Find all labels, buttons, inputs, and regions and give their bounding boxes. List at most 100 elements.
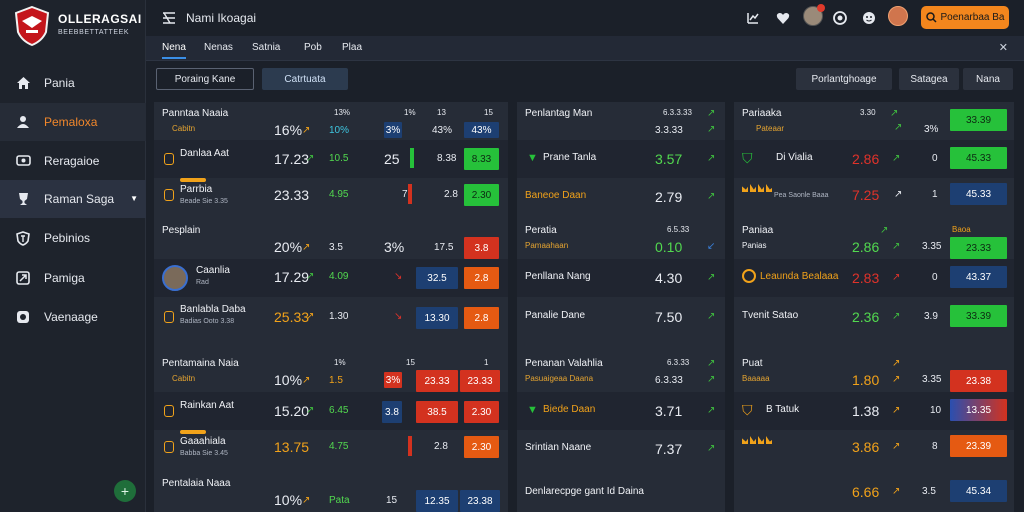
- table-row[interactable]: Parrbia Beade Sie 3.35 23.33 4.95 7 2.8 …: [154, 178, 508, 216]
- table-row[interactable]: ▼ Prane Tanla 3.57 ↗: [517, 140, 725, 178]
- odd-chip[interactable]: 23.33: [950, 237, 1007, 259]
- odd-value[interactable]: 13.75: [274, 439, 310, 455]
- odd-chip[interactable]: 33.39: [950, 305, 1007, 327]
- odd-chip[interactable]: 2.8: [464, 307, 499, 329]
- odd-chip[interactable]: 8.33: [464, 148, 499, 170]
- table-row[interactable]: ▼ Biede Daan 3.71 ↗: [517, 392, 725, 430]
- tab-0[interactable]: Nena: [162, 42, 186, 59]
- odd-value[interactable]: 3.71: [655, 403, 683, 419]
- sort-button[interactable]: Porlantghoage: [796, 68, 892, 90]
- tab-1[interactable]: Nenas: [204, 42, 233, 53]
- table-row[interactable]: Pea Saonle Baaa 7.25 ↗ 1 45.33: [734, 178, 1014, 216]
- odd-chip[interactable]: 2.30: [464, 184, 499, 206]
- table-row-header[interactable]: Pesplain 20% ↗ 3.5 3% 17.5 3.8: [154, 219, 508, 259]
- user-avatar[interactable]: [888, 6, 908, 26]
- odd-value[interactable]: 20%: [274, 239, 303, 255]
- value-chip[interactable]: 32.5: [416, 267, 458, 289]
- table-row[interactable]: Panalie Dane 7.50 ↗: [517, 298, 725, 336]
- sidebar-item-trophy[interactable]: Raman Saga ▼: [0, 180, 146, 218]
- heart-icon[interactable]: [773, 8, 793, 28]
- edit-icon[interactable]: [162, 12, 176, 24]
- sidebar-item-monitor[interactable]: Reragaioe: [0, 142, 146, 180]
- cta-button[interactable]: Poenarbaa Ba: [921, 6, 1009, 29]
- table-row-header[interactable]: Pentamaina Naia Cabitn 1% 15 1 10% ↗ 1.5…: [154, 352, 508, 392]
- table-row-header[interactable]: Pariaaka Pateaar 3.30 ↗ ↗ 3% 33.39: [734, 102, 1014, 140]
- odd-value[interactable]: 2.79: [655, 189, 683, 205]
- odd-value[interactable]: 7.50: [655, 309, 683, 325]
- table-row[interactable]: Banlabla Daba Badias Ooto 3.38 25.33 ↗ 1…: [154, 298, 508, 336]
- table-row[interactable]: Leaunda Bealaaa 2.83 ↗ 0 43.37: [734, 259, 1014, 297]
- value-chip[interactable]: 3%: [384, 122, 402, 138]
- tab-4[interactable]: Plaa: [342, 42, 363, 53]
- avatar[interactable]: [803, 4, 825, 26]
- odd-chip[interactable]: 43%: [464, 122, 499, 138]
- odd-chip[interactable]: 23.38: [460, 490, 500, 512]
- table-row[interactable]: Baneoe Daan 2.79 ↗: [517, 178, 725, 216]
- table-row[interactable]: ⛉ B Tatuk 1.38 ↗ 10 13.35: [734, 392, 1014, 430]
- sidebar-item-shield[interactable]: Pebinios: [0, 219, 146, 257]
- odd-value[interactable]: 4.30: [655, 270, 683, 286]
- odd-value[interactable]: 25.33: [274, 309, 310, 325]
- odd-value[interactable]: 3.57: [655, 151, 683, 167]
- odd-value[interactable]: 2.86: [852, 239, 880, 255]
- sidebar-item-badge[interactable]: Vaenaage: [0, 298, 146, 336]
- sidebar-item-export[interactable]: Pamiga: [0, 259, 146, 297]
- table-row[interactable]: Danlaa Aat 17.23 ↗ 10.5 25 8.38 8.33: [154, 140, 508, 178]
- odd-chip[interactable]: 45.33: [950, 147, 1007, 169]
- filter-button-active[interactable]: Catrtuata: [262, 68, 348, 90]
- table-row-header[interactable]: Denlarecpge gant Id Daina: [517, 472, 725, 510]
- table-row-header[interactable]: Paniaa Panias ↗ 2.86 ↗ 3.35 Baoa 23.33: [734, 219, 1014, 259]
- chart-icon[interactable]: [743, 8, 763, 28]
- table-row[interactable]: 3.86 ↗ 8 23.39: [734, 430, 1014, 468]
- odd-value[interactable]: 2.83: [852, 270, 880, 286]
- tab-3[interactable]: Pob: [304, 42, 322, 53]
- table-row[interactable]: Penllana Nang 4.30 ↗: [517, 259, 725, 297]
- odd-chip[interactable]: 2.30: [464, 401, 499, 423]
- tab-2[interactable]: Satnia: [252, 42, 281, 53]
- filter-button[interactable]: Poraing Kane: [156, 68, 254, 90]
- table-row-header[interactable]: Pentalaia Naaa 10% ↗ Pata 15 12.35 23.38: [154, 472, 508, 512]
- odd-chip[interactable]: 23.38: [950, 370, 1007, 392]
- value-chip[interactable]: 38.5: [416, 401, 458, 423]
- odd-value[interactable]: 2.36: [852, 309, 880, 325]
- odd-chip[interactable]: 45.33: [950, 183, 1007, 205]
- record-icon[interactable]: [830, 8, 850, 28]
- odd-chip[interactable]: 3.8: [464, 237, 499, 259]
- value-chip[interactable]: 3.8: [382, 401, 402, 423]
- value-chip[interactable]: 23.33: [416, 370, 458, 392]
- odd-value[interactable]: 3.86: [852, 439, 880, 455]
- table-row-header[interactable]: Puat Baaaaa ↗ 1.80 ↗ 3.35 23.38: [734, 352, 1014, 392]
- sidebar-item-profile[interactable]: Pemaloxa: [0, 103, 146, 141]
- odd-value[interactable]: 1.80: [852, 372, 880, 388]
- table-row[interactable]: ⛉ Di Vialia 2.86 ↗ 0 45.33: [734, 140, 1014, 178]
- table-row-header[interactable]: 6.66 ↗ 3.5 45.34: [734, 472, 1014, 510]
- smile-icon[interactable]: [859, 8, 879, 28]
- odd-value[interactable]: 1.38: [852, 403, 880, 419]
- table-row-header[interactable]: Penanan Valahlia Pasuaigeaa Daana 6.3.33…: [517, 352, 725, 390]
- settings-button[interactable]: Satagea: [899, 68, 959, 90]
- odd-chip[interactable]: 2.30: [464, 436, 499, 458]
- odd-value[interactable]: 10%: [274, 492, 303, 508]
- odd-value[interactable]: 0.10: [655, 239, 683, 255]
- table-row[interactable]: Rainkan Aat 15.20 ↗ 6.45 3.8 38.5 2.30: [154, 392, 508, 430]
- odd-value[interactable]: 16%: [274, 122, 303, 138]
- odd-chip[interactable]: 43.37: [950, 266, 1007, 288]
- odd-value[interactable]: 17.23: [274, 151, 310, 167]
- close-icon[interactable]: ✕: [998, 42, 1008, 54]
- table-row[interactable]: Caanlia Rad 17.29 ↗ 4.09 ↘ 32.5 2.8: [154, 259, 508, 297]
- odd-chip[interactable]: 33.39: [950, 109, 1007, 131]
- sidebar-item-home[interactable]: Pania: [0, 64, 146, 102]
- odd-chip[interactable]: 23.33: [460, 370, 500, 392]
- odd-chip[interactable]: 45.34: [950, 480, 1007, 502]
- odd-value[interactable]: 17.29: [274, 269, 310, 285]
- odd-value[interactable]: 7.37: [655, 441, 683, 457]
- odd-chip[interactable]: 13.35: [950, 399, 1007, 421]
- add-button[interactable]: +: [114, 480, 136, 502]
- odd-value[interactable]: 6.66: [852, 484, 880, 500]
- brand-logo[interactable]: OLLERAGSAI BEEBBETTATTEEK: [12, 4, 142, 48]
- table-row-header[interactable]: Peratia Pamaahaan 6.5.33 0.10 ↙: [517, 219, 725, 257]
- table-row-header[interactable]: Panntaa Naaia Cabitn 13% 1% 13 15 16% ↗ …: [154, 102, 508, 140]
- value-chip[interactable]: 13.30: [416, 307, 458, 329]
- table-row[interactable]: Srintian Naane 7.37 ↗: [517, 430, 725, 468]
- value-chip[interactable]: 12.35: [416, 490, 458, 512]
